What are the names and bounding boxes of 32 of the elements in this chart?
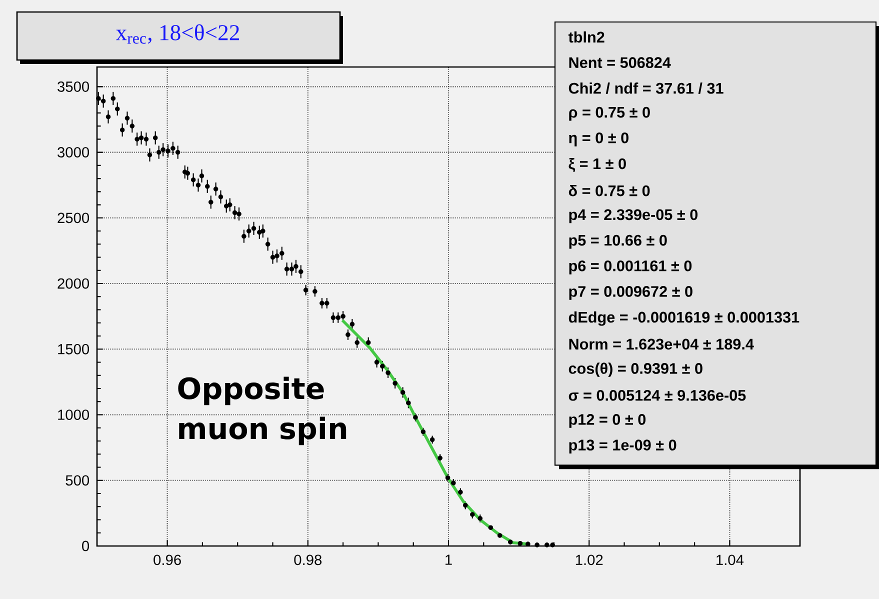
annotation: p6 = 0.001161 ± 0 (569, 260, 692, 274)
y-tick-label: 2500 (58, 212, 90, 224)
annotation: p4 = 2.339e-05 ± 0 (569, 209, 698, 224)
annotation: p7 = 0.009672 ± 0 (569, 286, 692, 300)
text: tbln2 (568, 31, 604, 43)
x-tick-label: 1.04 (716, 554, 744, 566)
annotation: δ = 0.75 ± 0 (568, 184, 650, 196)
annotation: Chi2 / ndf = 37.61 / 31 (568, 82, 724, 94)
y-tick-label: 1500 (58, 344, 90, 354)
annotation: σ = 0.005124 ± 9.136e-05 (568, 390, 746, 401)
y-tick-label: 2000 (58, 278, 90, 289)
annotation: dEdge = -0.0001619 ± 0.0001331 (568, 311, 800, 326)
y-tick-label: 500 (66, 475, 90, 486)
x-tick-label: 0.96 (154, 554, 181, 566)
annotation: p5 = 10.66 ± 0 (569, 234, 667, 249)
annotation: ξ = 1 ± 0 (568, 158, 626, 172)
annotation: η = 0 ± 0 (569, 132, 628, 146)
annotation: Norm = 1.623e+04 ± 189.4 (569, 338, 754, 350)
chart-title: x$_{rec}$, 18<θ<22 (116, 24, 239, 44)
annotation: Nent = 506824 (569, 57, 671, 68)
y-tick-label: 3500 (58, 81, 90, 92)
x-tick-label: 1 (446, 554, 452, 565)
x-tick-label: 1.02 (576, 554, 603, 566)
y-tick-label: 0 (82, 540, 90, 552)
y-tick-label: 1000 (58, 410, 90, 420)
annotation: p13 = 1e-09 ± 0 (569, 440, 676, 454)
annotation: cos(θ) = 0.9391 ± 0 (568, 362, 702, 377)
annotation: ρ = 0.75 ± 0 (569, 106, 650, 121)
y-tick-label: 3000 (58, 147, 90, 158)
x-tick-label: 0.98 (294, 554, 322, 566)
annotation: p12 = 0 ± 0 (569, 414, 646, 428)
annotation: Opposite muon spin (178, 376, 346, 446)
